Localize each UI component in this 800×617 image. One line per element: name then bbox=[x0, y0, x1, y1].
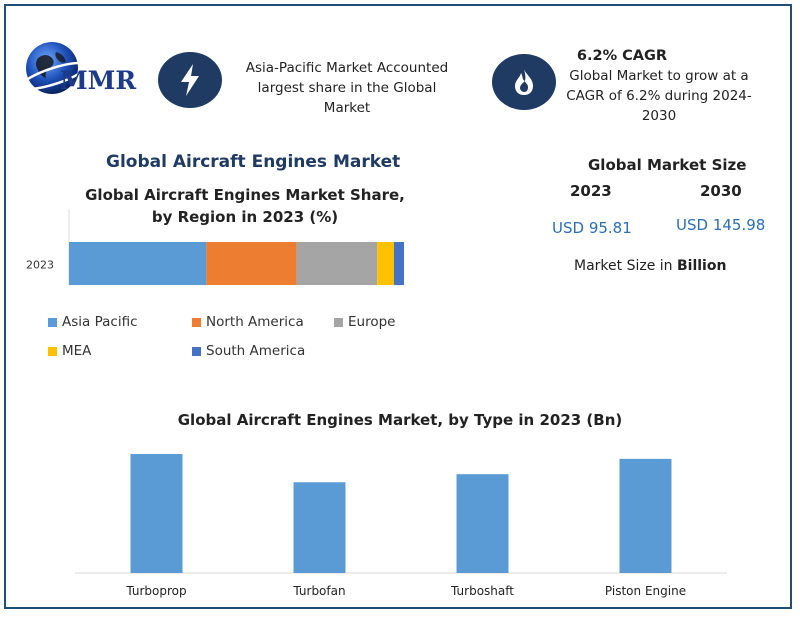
asia-pacific-share-note: Asia-Pacific Market Accounted largest sh… bbox=[245, 60, 449, 116]
legend-mea: MEA bbox=[48, 343, 91, 359]
legend-europe: Europe bbox=[334, 314, 395, 330]
type-chart-title: Global Aircraft Engines Market, by Type … bbox=[177, 411, 623, 429]
legend-swatch bbox=[192, 346, 201, 356]
market-value-2023: USD 95.81 bbox=[552, 219, 632, 237]
legend-label: Asia Pacific bbox=[62, 314, 138, 330]
type-bar bbox=[130, 454, 183, 573]
stacked-bar-segment bbox=[393, 242, 404, 285]
legend-swatch bbox=[334, 317, 343, 327]
type-bar bbox=[293, 482, 346, 573]
legend-asia-pacific: Asia Pacific bbox=[48, 314, 138, 330]
stacked-bar-segment bbox=[206, 242, 297, 285]
legend-label: Europe bbox=[348, 314, 396, 330]
type-bar bbox=[619, 458, 672, 573]
legend-swatch bbox=[48, 317, 57, 327]
region-chart-title: Global Aircraft Engines Market Share, by… bbox=[85, 186, 405, 226]
cagr-description: Global Market to grow at a CAGR of 6.2% … bbox=[566, 68, 752, 124]
unit-prefix: Market Size in bbox=[574, 258, 677, 274]
category-label: 2023 bbox=[26, 259, 54, 272]
x-tick-label: Turboshaft bbox=[450, 584, 514, 598]
type-bar bbox=[456, 474, 509, 573]
lightning-icon bbox=[158, 52, 222, 108]
x-tick-label: Turboprop bbox=[125, 584, 186, 598]
market-size-title: Global Market Size bbox=[588, 156, 747, 174]
market-size-unit: Market Size in Billion bbox=[574, 258, 726, 274]
legend-south-america: South America bbox=[192, 343, 305, 359]
stacked-bar-segment bbox=[377, 242, 394, 285]
type-bar-chart: Turboprop Turbofan Turboshaft Piston Engine bbox=[75, 454, 727, 598]
year-2030-label: 2030 bbox=[700, 182, 742, 200]
legend-label: MEA bbox=[62, 343, 92, 359]
legend-label: South America bbox=[206, 343, 306, 359]
market-title: Global Aircraft Engines Market bbox=[106, 152, 401, 172]
unit-bold: Billion bbox=[676, 258, 727, 274]
legend-swatch bbox=[192, 317, 201, 327]
region-share-chart: 2023 bbox=[26, 210, 404, 285]
stacked-bar-segment bbox=[69, 242, 207, 285]
flame-icon bbox=[492, 54, 556, 110]
legend-swatch bbox=[48, 346, 57, 356]
market-value-2030: USD 145.98 bbox=[676, 216, 766, 234]
x-tick-label: Turbofan bbox=[292, 584, 345, 598]
cagr-heading: 6.2% CAGR bbox=[576, 48, 668, 64]
legend-north-america: North America bbox=[192, 314, 304, 330]
legend-label: North America bbox=[206, 314, 304, 330]
year-2023-label: 2023 bbox=[570, 182, 612, 200]
mmr-logo bbox=[24, 42, 88, 94]
x-tick-label: Piston Engine bbox=[605, 584, 686, 598]
stacked-bar-segment bbox=[296, 242, 378, 285]
logo-text: MMR bbox=[60, 66, 137, 95]
